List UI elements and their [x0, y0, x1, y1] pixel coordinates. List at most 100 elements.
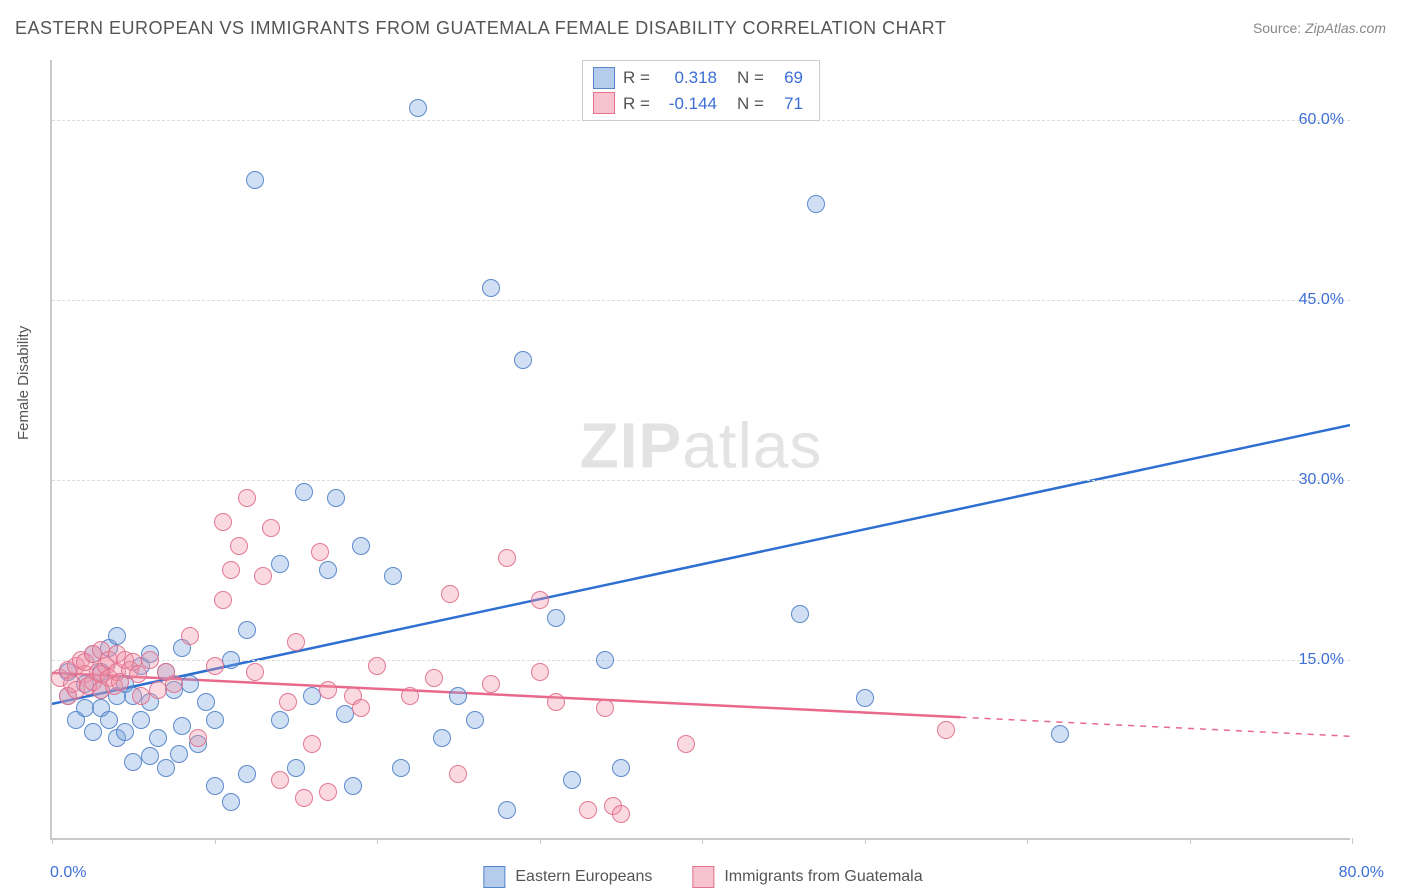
- scatter-point: [514, 351, 532, 369]
- legend-label: Eastern Europeans: [515, 868, 652, 886]
- scatter-point: [449, 765, 467, 783]
- source-prefix: Source:: [1253, 20, 1305, 36]
- scatter-point: [173, 717, 191, 735]
- scatter-point: [352, 537, 370, 555]
- y-tick-label: 15.0%: [1299, 651, 1344, 669]
- correlation-legend-row: R = 0.318 N = 69: [593, 65, 803, 91]
- scatter-point: [222, 651, 240, 669]
- n-value-blue: 69: [773, 65, 803, 91]
- scatter-point: [352, 699, 370, 717]
- scatter-point: [108, 627, 126, 645]
- scatter-point: [425, 669, 443, 687]
- scatter-point: [368, 657, 386, 675]
- n-label: N =: [737, 65, 765, 91]
- scatter-point: [181, 675, 199, 693]
- y-tick-label: 60.0%: [1299, 111, 1344, 129]
- scatter-point: [271, 711, 289, 729]
- scatter-point: [238, 765, 256, 783]
- scatter-point: [498, 801, 516, 819]
- scatter-point: [271, 771, 289, 789]
- gridline-horizontal: [52, 660, 1350, 661]
- gridline-horizontal: [52, 300, 1350, 301]
- x-tick-mark: [702, 838, 703, 844]
- scatter-point: [287, 759, 305, 777]
- scatter-point: [579, 801, 597, 819]
- watermark-zip: ZIP: [580, 409, 683, 481]
- scatter-point: [100, 711, 118, 729]
- x-tick-mark: [377, 838, 378, 844]
- y-axis-label: Female Disability: [15, 326, 32, 440]
- scatter-point: [141, 747, 159, 765]
- scatter-point: [303, 735, 321, 753]
- watermark-atlas: atlas: [682, 409, 822, 481]
- swatch-blue-icon: [483, 866, 505, 888]
- scatter-point: [181, 627, 199, 645]
- plot-area: ZIPatlas R = 0.318 N = 69 R = -0.144 N =…: [50, 60, 1350, 840]
- n-value-pink: 71: [773, 91, 803, 117]
- scatter-point: [531, 591, 549, 609]
- scatter-point: [498, 549, 516, 567]
- scatter-point: [295, 789, 313, 807]
- scatter-point: [238, 489, 256, 507]
- y-tick-label: 45.0%: [1299, 291, 1344, 309]
- scatter-point: [344, 777, 362, 795]
- scatter-point: [254, 567, 272, 585]
- scatter-point: [279, 693, 297, 711]
- x-tick-label-min: 0.0%: [50, 864, 86, 882]
- scatter-point: [596, 651, 614, 669]
- scatter-point: [327, 489, 345, 507]
- correlation-legend-row: R = -0.144 N = 71: [593, 91, 803, 117]
- scatter-point: [197, 693, 215, 711]
- source-attribution: Source: ZipAtlas.com: [1253, 20, 1386, 36]
- correlation-legend: R = 0.318 N = 69 R = -0.144 N = 71: [582, 60, 820, 121]
- scatter-point: [392, 759, 410, 777]
- scatter-point: [189, 729, 207, 747]
- legend-item-immigrants-guatemala: Immigrants from Guatemala: [692, 866, 922, 888]
- scatter-point: [149, 729, 167, 747]
- scatter-point: [141, 651, 159, 669]
- scatter-point: [791, 605, 809, 623]
- y-tick-label: 30.0%: [1299, 471, 1344, 489]
- x-tick-mark: [52, 838, 53, 844]
- scatter-point: [157, 759, 175, 777]
- scatter-point: [441, 585, 459, 603]
- scatter-point: [222, 561, 240, 579]
- scatter-point: [311, 543, 329, 561]
- n-label: N =: [737, 91, 765, 117]
- r-value-blue: 0.318: [659, 65, 717, 91]
- scatter-point: [129, 665, 147, 683]
- trend-line: [52, 425, 1350, 704]
- scatter-point: [677, 735, 695, 753]
- scatter-point: [547, 693, 565, 711]
- scatter-point: [206, 711, 224, 729]
- x-tick-mark: [1190, 838, 1191, 844]
- scatter-point: [246, 171, 264, 189]
- scatter-point: [466, 711, 484, 729]
- scatter-point: [1051, 725, 1069, 743]
- legend-label: Immigrants from Guatemala: [724, 868, 922, 886]
- scatter-point: [262, 519, 280, 537]
- scatter-point: [222, 793, 240, 811]
- scatter-point: [409, 99, 427, 117]
- scatter-point: [84, 723, 102, 741]
- swatch-pink-icon: [593, 92, 615, 114]
- scatter-point: [856, 689, 874, 707]
- scatter-point: [214, 513, 232, 531]
- trend-line-extrapolated: [961, 717, 1350, 736]
- scatter-point: [206, 657, 224, 675]
- series-legend: Eastern Europeans Immigrants from Guatem…: [483, 866, 922, 888]
- scatter-point: [319, 561, 337, 579]
- scatter-point: [482, 279, 500, 297]
- scatter-point: [295, 483, 313, 501]
- legend-item-eastern-europeans: Eastern Europeans: [483, 866, 652, 888]
- source-name: ZipAtlas.com: [1305, 20, 1386, 36]
- r-label: R =: [623, 91, 651, 117]
- scatter-point: [230, 537, 248, 555]
- scatter-point: [319, 783, 337, 801]
- scatter-point: [563, 771, 581, 789]
- scatter-point: [384, 567, 402, 585]
- scatter-point: [287, 633, 305, 651]
- swatch-pink-icon: [692, 866, 714, 888]
- x-tick-mark: [215, 838, 216, 844]
- scatter-point: [449, 687, 467, 705]
